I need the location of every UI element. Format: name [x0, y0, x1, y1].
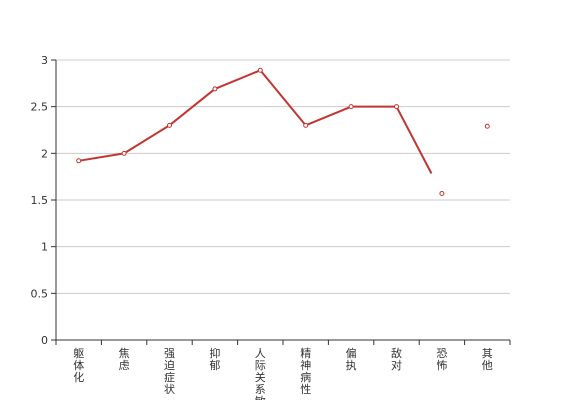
data-point: [167, 122, 172, 128]
x-tick-label: 躯体化: [73, 347, 84, 384]
data-point: [257, 67, 263, 73]
y-tick-label: 2.5: [31, 101, 49, 114]
y-tick-label: 1.5: [31, 194, 49, 207]
x-tick-label: 抑郁: [209, 346, 220, 372]
data-point: [303, 122, 309, 128]
x-tick-label: 敌对: [391, 346, 402, 372]
x-tick-label: 焦虑: [119, 347, 130, 372]
data-point: [76, 158, 82, 164]
y-tick-label: 3: [41, 54, 48, 67]
x-tick-label: 恐怖: [436, 347, 447, 372]
y-tick-label: 0.5: [31, 287, 49, 300]
data-point: [394, 104, 399, 110]
x-tick-label: 偏执: [346, 346, 357, 372]
y-tick-label: 0: [41, 334, 48, 347]
y-tick-label: 1: [41, 241, 48, 254]
y-tick-label: 2: [41, 147, 48, 160]
series-line: [78, 69, 433, 174]
x-tick-label: 人际关系敏感: [255, 347, 266, 400]
x-tick-label: 其他: [482, 347, 493, 372]
data-point: [121, 150, 127, 156]
x-tick-label: 强迫症状: [164, 347, 175, 396]
data-point: [348, 104, 354, 110]
data-point: [212, 86, 218, 92]
data-point: [439, 190, 445, 196]
x-tick-label: 精神病性: [300, 347, 311, 396]
data-point: [484, 123, 490, 129]
